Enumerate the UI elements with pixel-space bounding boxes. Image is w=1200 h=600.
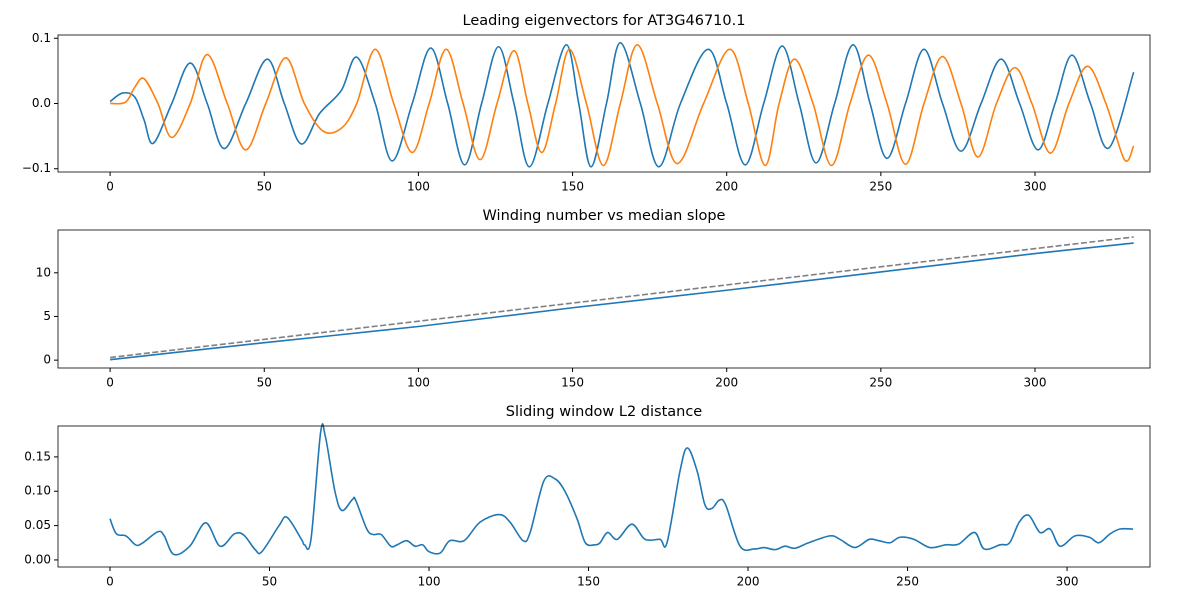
y-tick-label: −0.1: [22, 161, 51, 175]
x-tick-label: 200: [715, 180, 738, 194]
y-tick-label: 10: [36, 265, 51, 279]
axes-frame: [57, 229, 1151, 369]
x-tick-label: 0: [106, 376, 114, 390]
x-tick-label: 0: [106, 575, 114, 589]
x-tick-label: 100: [407, 376, 430, 390]
x-tick-label: 100: [418, 575, 441, 589]
x-tick-label: 300: [1056, 575, 1079, 589]
x-tick-label: 50: [262, 575, 277, 589]
y-tick-label: 0.0: [32, 96, 51, 110]
x-tick-label: 200: [715, 376, 738, 390]
chart-title: Sliding window L2 distance: [506, 404, 703, 420]
y-tick-label: 5: [43, 309, 51, 323]
y-tick-label: 0.05: [24, 518, 51, 532]
series-line: [109, 423, 1134, 556]
y-tick-label: 0.10: [24, 484, 51, 498]
x-tick-label: 150: [577, 575, 600, 589]
series-line: [110, 43, 1135, 167]
x-tick-label: 50: [257, 180, 272, 194]
y-tick-label: 0.15: [24, 449, 51, 463]
series-line: [110, 242, 1134, 361]
x-tick-label: 0: [106, 180, 114, 194]
chart-title: Winding number vs median slope: [483, 208, 726, 224]
x-tick-label: 150: [561, 180, 584, 194]
x-tick-label: 300: [1024, 376, 1047, 390]
x-tick-label: 250: [869, 180, 892, 194]
x-tick-label: 250: [869, 376, 892, 390]
axes-frame: [57, 34, 1151, 173]
chart-title: Leading eigenvectors for AT3G46710.1: [463, 13, 746, 29]
x-tick-label: 100: [407, 180, 430, 194]
axes-frame: [57, 425, 1151, 568]
x-tick-label: 50: [257, 376, 272, 390]
x-tick-label: 200: [737, 575, 760, 589]
series-line: [110, 236, 1134, 359]
x-tick-label: 300: [1024, 180, 1047, 194]
y-tick-label: 0.1: [32, 31, 51, 45]
series-line: [109, 42, 1135, 168]
x-tick-label: 150: [561, 376, 584, 390]
y-tick-label: 0.00: [24, 552, 51, 566]
x-tick-label: 250: [896, 575, 919, 589]
y-tick-label: 0: [43, 353, 51, 367]
